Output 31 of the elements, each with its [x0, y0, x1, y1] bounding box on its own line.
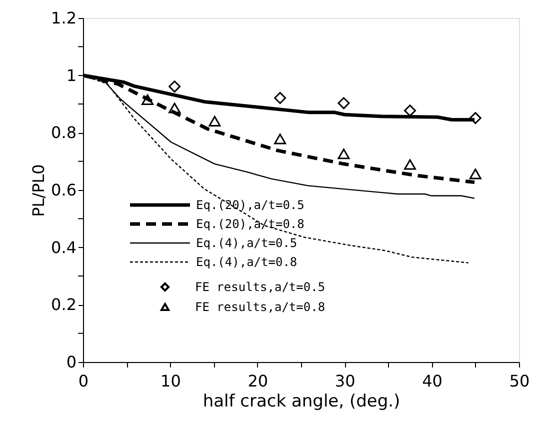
x-axis-title: half crack angle, (deg.)	[202, 392, 400, 412]
point	[469, 112, 482, 124]
point	[404, 104, 416, 117]
legend-label: FE results,a/t=0.5	[195, 280, 326, 294]
point	[338, 148, 350, 160]
x-tick-label: 40	[422, 372, 442, 390]
point	[469, 168, 482, 180]
point	[274, 92, 286, 104]
point	[338, 97, 350, 110]
legend-label: FE results,a/t=0.8	[195, 300, 326, 314]
point	[142, 94, 154, 105]
y-tick-label: 1	[66, 66, 76, 85]
x-tick-label: 50	[509, 372, 530, 390]
point	[404, 159, 416, 170]
x-tick-label: 10	[160, 372, 181, 390]
x-tick-label: 20	[248, 372, 268, 390]
point	[168, 80, 181, 93]
point	[208, 116, 221, 126]
x-tick-label: 0	[78, 372, 89, 390]
y-tick-label: 1.2	[51, 8, 76, 28]
y-tick-label: 0	[66, 352, 76, 372]
y-tick-label: 0.2	[51, 295, 76, 314]
y-tick-label: 0.4	[51, 238, 76, 257]
y-tick-label: 0.8	[51, 123, 76, 142]
point	[168, 102, 181, 114]
y-tick-label: 0.6	[51, 180, 76, 200]
x-tick-label: 30	[334, 372, 356, 390]
point	[274, 134, 286, 144]
legend-label: Eq.(4),a/t=0.8	[196, 255, 298, 269]
legend-label: Eq.(4),a/t=0.5	[196, 236, 298, 250]
y-axis-title: PL/PL0	[29, 164, 48, 217]
